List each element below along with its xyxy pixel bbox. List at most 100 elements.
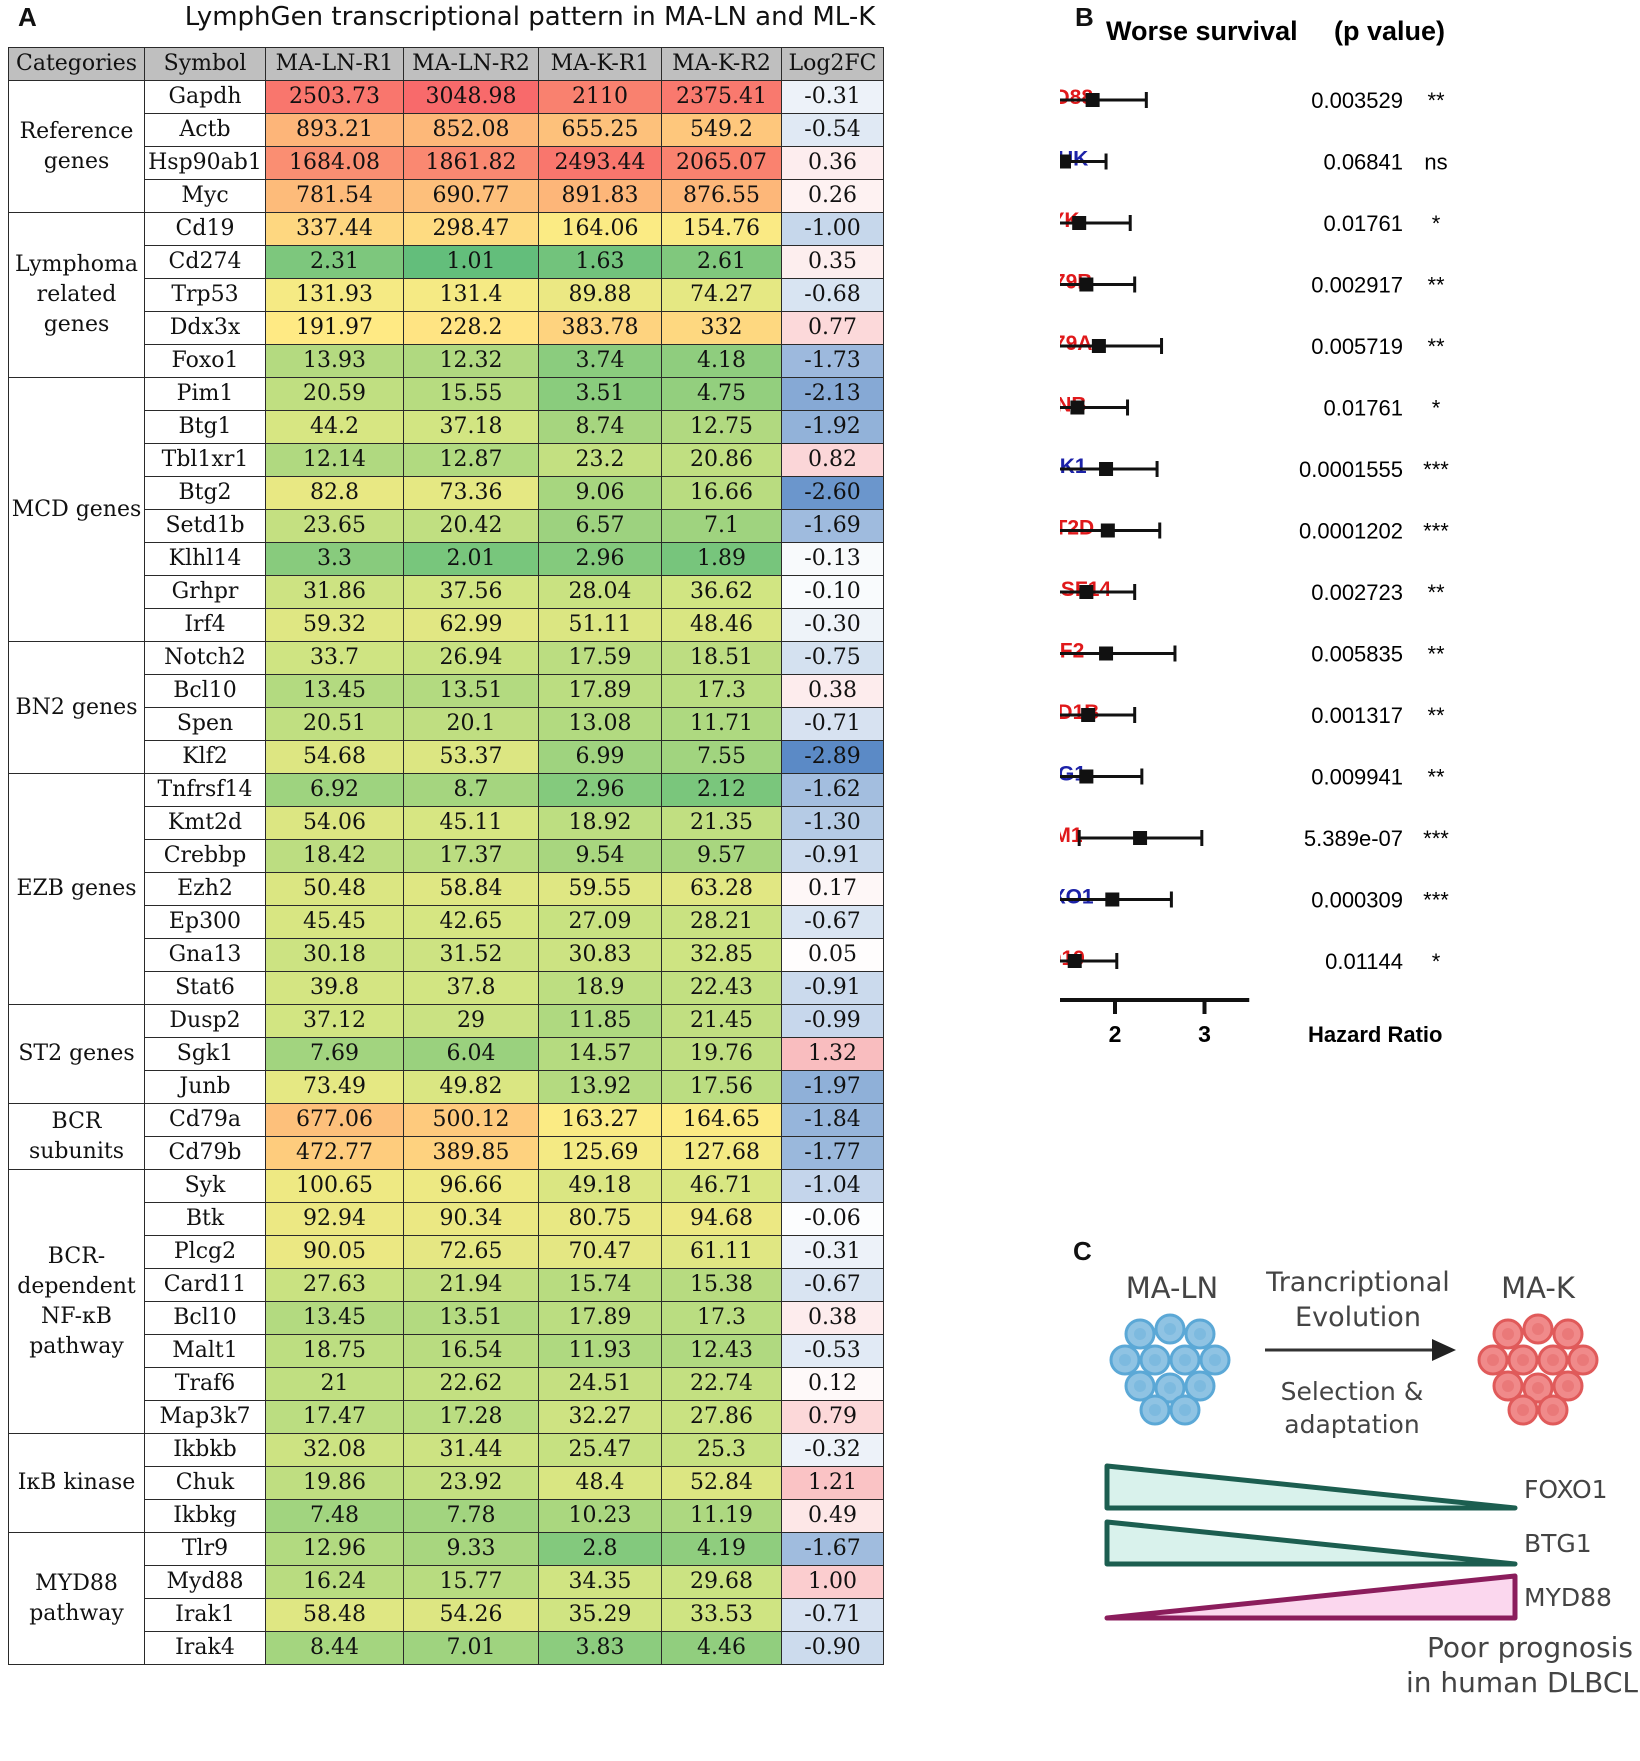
significance-mark: **: [1427, 273, 1445, 298]
p-value: 0.06841: [1323, 150, 1403, 175]
expression-cell: 876.55: [661, 179, 782, 213]
expression-cell: 125.69: [538, 1136, 662, 1170]
expression-cell: 21.45: [661, 1004, 782, 1038]
hazard-ratio-point: [1079, 585, 1094, 599]
gene-symbol-cell: Ep300: [144, 905, 266, 939]
hazard-ratio-point: [1079, 769, 1094, 784]
expression-cell: 13.92: [538, 1070, 662, 1104]
log2fc-cell: 1.32: [781, 1037, 884, 1071]
table-header-row: Categories Symbol MA-LN-R1 MA-LN-R2 MA-K-R1 M…: [8, 47, 884, 81]
gene-symbol-cell: Cd79b: [144, 1136, 266, 1170]
expression-cell: 21.35: [661, 806, 782, 840]
log2fc-cell: -0.68: [781, 278, 884, 312]
gene-symbol-cell: Cd274: [144, 245, 266, 279]
significance-mark: **: [1427, 88, 1445, 113]
expression-cell: 891.83: [538, 179, 662, 213]
expression-cell: 17.89: [538, 674, 662, 708]
column-header: Log2FC: [781, 47, 884, 81]
category-cell: BCR-dependent NF-κB pathway: [8, 1169, 145, 1434]
table-row: Tbl1xr1 12.14 12.87 23.2 20.86 0.82: [9, 443, 884, 477]
expression-cell: 2.8: [538, 1532, 662, 1566]
ma-ln-cell-cluster: [1109, 1313, 1231, 1426]
expression-cell: 59.55: [538, 872, 662, 906]
expression-cell: 7.55: [661, 740, 782, 774]
expression-cell: 51.11: [538, 608, 662, 642]
cell: [1169, 1344, 1201, 1376]
gene-symbol-cell: Kmt2d: [144, 806, 266, 840]
selection-line-2: adaptation: [1284, 1410, 1419, 1439]
cell-nucleus: [1562, 1380, 1574, 1392]
hazard-ratio-point: [1099, 646, 1114, 661]
expression-cell: 2.12: [661, 773, 782, 807]
expression-cell: 23.65: [265, 509, 404, 543]
expression-cell: 3.51: [538, 377, 662, 411]
cell: [1184, 1318, 1216, 1350]
gene-label: SGK1: [1060, 455, 1087, 478]
p-value: 0.000309: [1311, 888, 1403, 913]
table-row: Klhl14 3.3 2.01 2.96 1.89 -0.13: [9, 542, 884, 576]
expression-cell: 22.62: [403, 1367, 539, 1401]
expression-cell: 30.18: [265, 938, 404, 972]
table-row: Trp53 131.93 131.4 89.88 74.27 -0.68: [9, 278, 884, 312]
expression-cell: 6.57: [538, 509, 662, 543]
gene-symbol-cell: Btg1: [144, 410, 266, 444]
gene-symbol-cell: Irf4: [144, 608, 266, 642]
x-tick-label: 3: [1198, 1021, 1211, 1047]
gene-symbol-cell: Klf2: [144, 740, 266, 774]
expression-cell: 49.18: [538, 1169, 662, 1203]
expression-cell: 31.52: [403, 938, 539, 972]
gene-symbol-cell: Irak4: [144, 1631, 266, 1665]
expression-cell: 7.78: [403, 1499, 539, 1533]
expression-cell: 2375.41: [661, 80, 782, 114]
table-row: Btg2 82.8 73.36 9.06 16.66 -2.60: [9, 476, 884, 510]
hazard-ratio-point: [1085, 93, 1100, 107]
table-row: Stat6 39.8 37.8 18.9 22.43 -0.91: [9, 971, 884, 1005]
expression-cell: 2.31: [265, 245, 404, 279]
table-row: Ezh2 50.48 58.84 59.55 63.28 0.17: [9, 872, 884, 906]
table-row: Gna13 30.18 31.52 30.83 32.85 0.05: [9, 938, 884, 972]
expression-cell: 23.92: [403, 1466, 539, 1500]
log2fc-cell: -0.32: [781, 1433, 884, 1467]
cell: [1109, 1344, 1141, 1376]
expression-cell: 20.59: [265, 377, 404, 411]
cell: [1522, 1372, 1554, 1404]
expression-cell: 2493.44: [538, 146, 662, 180]
cell-nucleus: [1502, 1380, 1514, 1392]
expression-cell: 53.37: [403, 740, 539, 774]
myd88-increase-wedge: [1104, 1573, 1518, 1621]
gene-symbol-cell: Ezh2: [144, 872, 266, 906]
expression-cell: 3.83: [538, 1631, 662, 1665]
table-row: IκB kinase Ikbkb 32.08 31.44 25.47 25.3 -0.32: [8, 1433, 884, 1533]
cell-nucleus: [1164, 1323, 1176, 1335]
category-cell: MCD genes: [8, 377, 145, 642]
category-cell: MYD88 pathway: [8, 1532, 145, 1665]
expression-cell: 54.06: [265, 806, 404, 840]
expression-cell: 7.69: [265, 1037, 404, 1071]
expression-cell: 13.45: [265, 1301, 404, 1335]
expression-cell: 33.53: [661, 1598, 782, 1632]
expression-cell: 32.27: [538, 1400, 662, 1434]
cell-nucleus: [1164, 1382, 1176, 1394]
expression-cell: 6.92: [265, 773, 404, 807]
gene-symbol-cell: Foxo1: [144, 344, 266, 378]
expression-cell: 20.51: [265, 707, 404, 741]
expression-cell: 164.06: [538, 212, 662, 246]
log2fc-cell: -0.30: [781, 608, 884, 642]
category-cell: BN2 genes: [8, 641, 145, 774]
poor-prognosis-line-2: in human DLBCL: [1406, 1666, 1638, 1699]
table-row: Chuk 19.86 23.92 48.4 52.84 1.21: [9, 1466, 884, 1500]
gene-symbol-cell: Pim1: [144, 377, 266, 411]
gene-symbol-cell: Myd88: [144, 1565, 266, 1599]
table-row: Btk 92.94 90.34 80.75 94.68 -0.06: [9, 1202, 884, 1236]
evolution-arrow-head: [1432, 1339, 1456, 1361]
expression-cell: 92.94: [265, 1202, 404, 1236]
expression-cell: 18.51: [661, 641, 782, 675]
p-value: 0.01761: [1323, 396, 1403, 421]
significance-mark: **: [1427, 642, 1445, 667]
cell-nucleus: [1149, 1404, 1161, 1416]
p-value: 5.389e-07: [1304, 826, 1403, 851]
table-row: Sgk1 7.69 6.04 14.57 19.76 1.32: [9, 1037, 884, 1071]
hazard-ratio-point: [1079, 277, 1094, 292]
expression-cell: 332: [661, 311, 782, 345]
log2fc-cell: -0.90: [781, 1631, 884, 1665]
